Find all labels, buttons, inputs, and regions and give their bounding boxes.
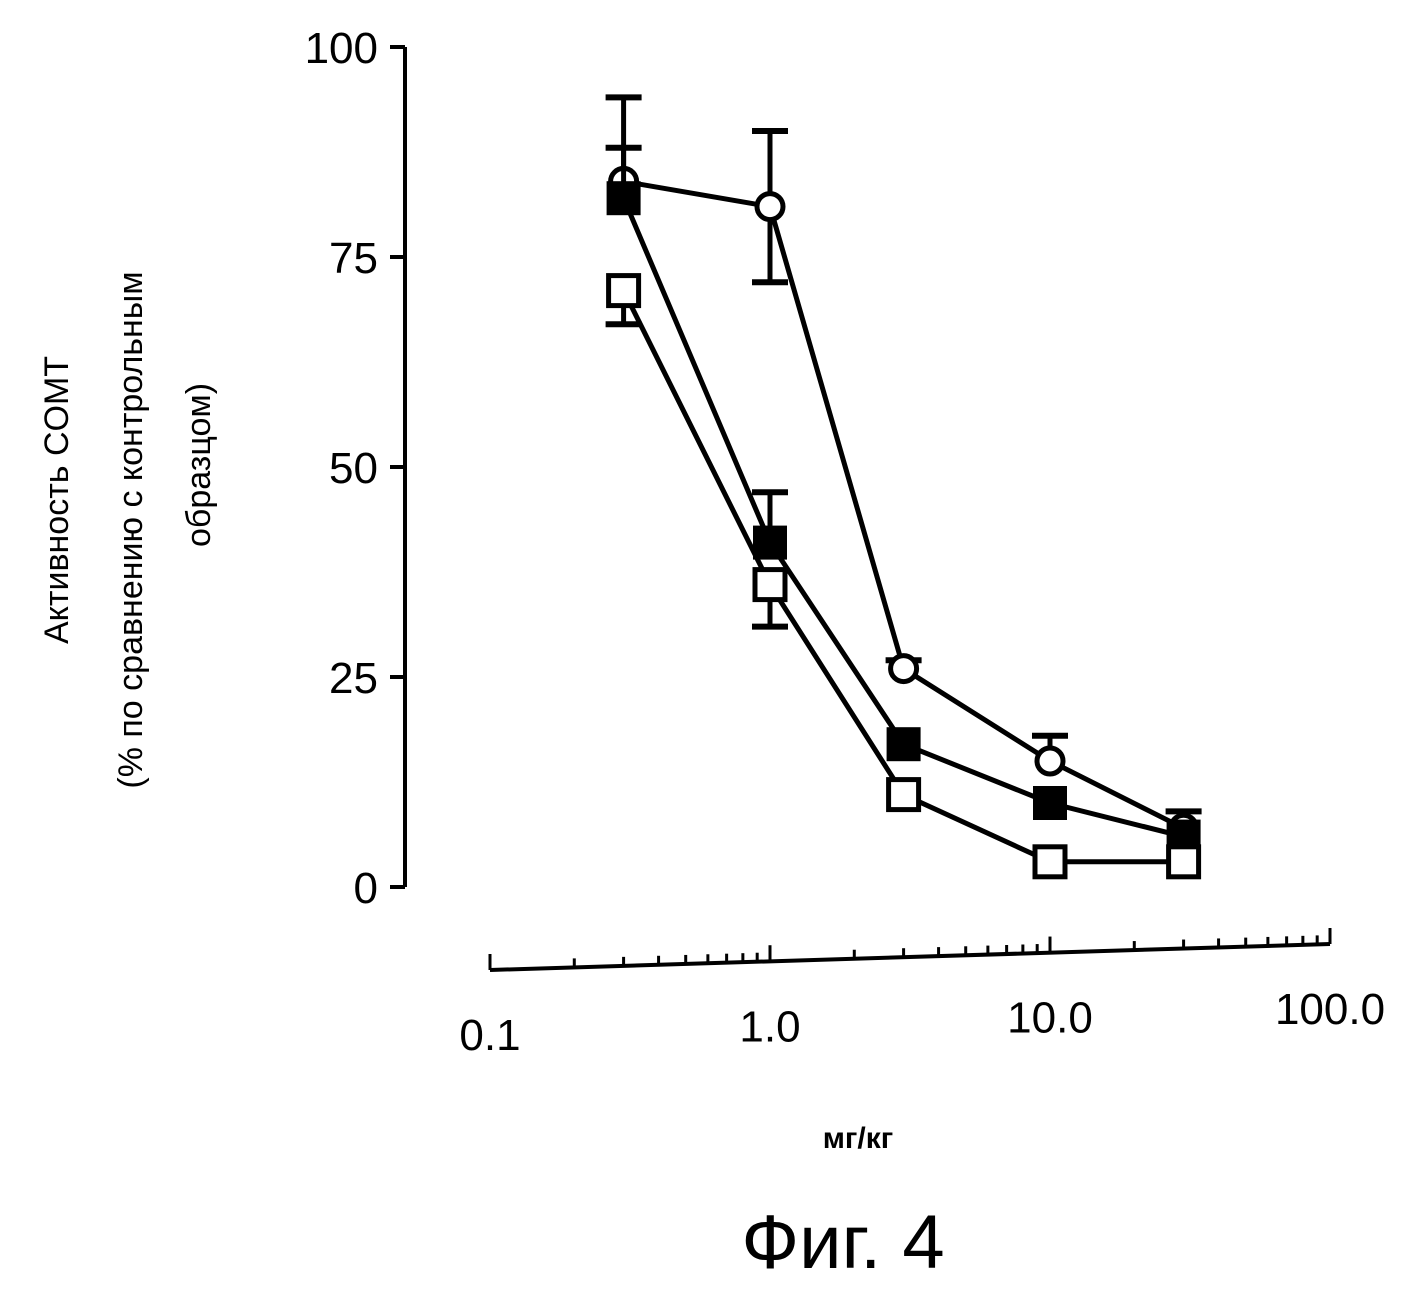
- data-point-filled-square: [886, 727, 921, 762]
- series-filled-square: [605, 144, 1201, 854]
- data-point-filled-square: [606, 181, 641, 216]
- data-point-open-square: [1032, 844, 1068, 880]
- y-axis-label-line-1: Активность COMT: [38, 356, 76, 644]
- x-axis-label: мг/кг: [823, 1122, 894, 1155]
- data-point-circle: [754, 191, 786, 223]
- y-tick-label: 25: [329, 654, 378, 703]
- y-tick-label: 75: [329, 234, 378, 283]
- data-point-open-square: [606, 273, 642, 309]
- y-tick-label: 0: [354, 864, 378, 913]
- data-point-circle: [1034, 745, 1066, 777]
- x-axis: 0.1 1.0 10.0 100.0: [459, 928, 1385, 1060]
- data-point-circle: [888, 653, 920, 685]
- y-axis: 0 25 50 75 100: [305, 24, 407, 913]
- y-axis-label-line-3: образцом): [180, 383, 218, 547]
- y-tick-label: 50: [329, 444, 378, 493]
- x-tick-label: 10.0: [1007, 994, 1093, 1043]
- data-point-open-square: [1166, 844, 1202, 880]
- data-point-filled-square: [753, 525, 787, 560]
- data-point-open-square: [752, 567, 788, 603]
- x-tick-label: 0.1: [459, 1011, 520, 1060]
- data-point-filled-square: [1033, 786, 1067, 820]
- x-axis-line: [489, 942, 1331, 972]
- series-line: [621, 289, 1184, 865]
- x-tick-label: 1.0: [739, 1002, 800, 1051]
- x-tick-label: 100.0: [1275, 985, 1385, 1034]
- series-open-square: [605, 273, 1202, 880]
- data-point-open-square: [886, 777, 922, 813]
- y-axis-label-line-2: (% по сравнению с контрольным: [112, 271, 150, 788]
- figure-caption: Фиг. 4: [741, 1200, 944, 1285]
- y-tick-label: 100: [305, 24, 378, 73]
- plot-area: [605, 94, 1202, 880]
